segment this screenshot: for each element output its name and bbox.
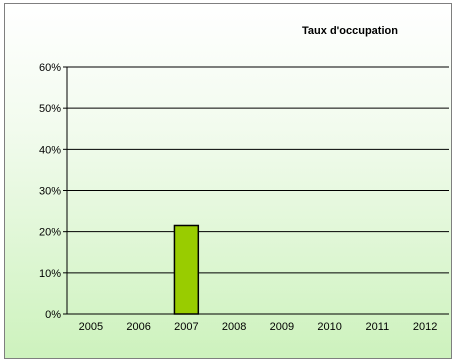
y-tick-label-4: 40% [39,144,61,156]
y-tick-label-0: 0% [45,309,61,321]
y-tick-label-1: 10% [39,268,61,280]
x-tick-label-2006: 2006 [126,321,150,333]
x-tick-label-2007: 2007 [174,321,198,333]
y-tick-label-3: 30% [39,186,61,198]
x-tick-label-2012: 2012 [413,321,437,333]
x-tick-label-2008: 2008 [222,321,246,333]
gridlines [63,66,449,315]
chart: Taux d'occupation 0% 10% 20% 30% 40% 50% 60% 2… [4,3,452,359]
bar-2007 [173,224,200,315]
y-axis-labels: 0% 10% 20% 30% 40% 50% 60% [39,62,61,321]
x-tick-label-2009: 2009 [270,321,294,333]
x-tick-label-2011: 2011 [366,321,390,333]
y-tick-label-2: 20% [39,227,61,239]
x-tick-label-2005: 2005 [79,321,103,333]
y-tick-label-6: 60% [39,62,61,74]
x-tick-label-2010: 2010 [317,321,341,333]
bars [173,224,200,315]
chart-svg: Taux d'occupation 0% 10% 20% 30% 40% 50% 60% 2… [39,25,449,333]
x-axis-labels: 2005 2006 2007 2008 2009 2010 2011 2012 [79,321,438,333]
chart-title: Taux d'occupation [302,25,398,37]
y-tick-label-5: 50% [39,103,61,115]
